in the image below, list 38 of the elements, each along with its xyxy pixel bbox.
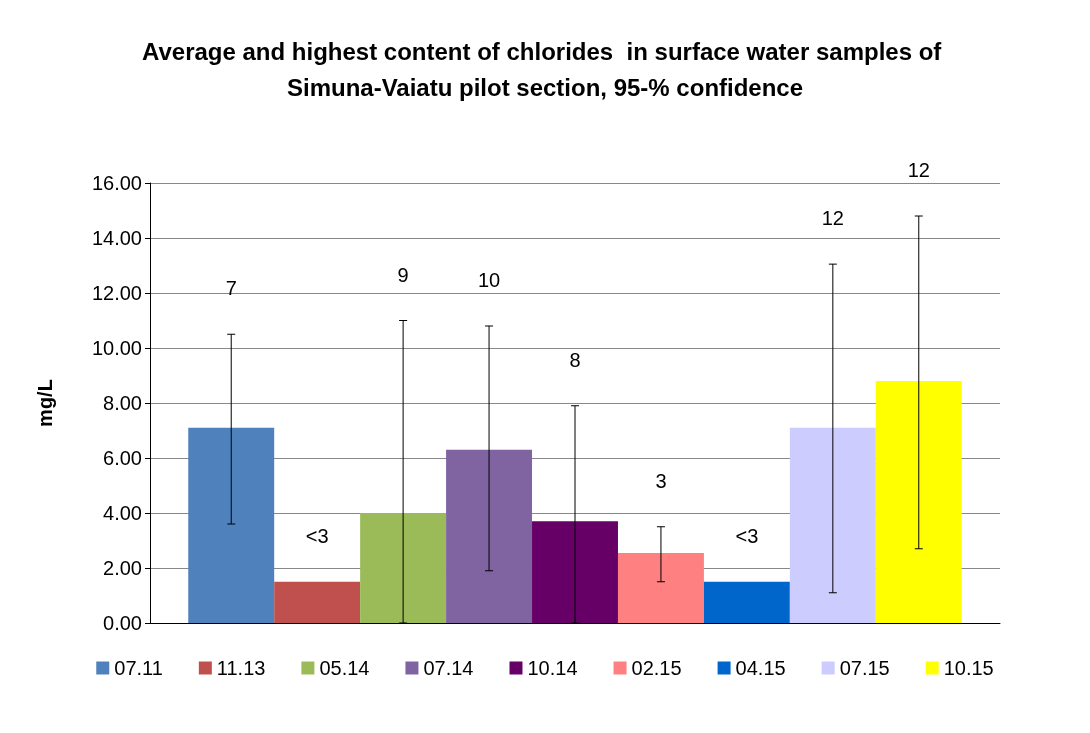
annotation: <3 — [735, 524, 759, 547]
annotation: 3 — [655, 469, 667, 492]
annotation: 7 — [225, 277, 237, 300]
bar — [446, 449, 533, 623]
bar — [274, 581, 361, 623]
legend-label: 05.14 — [319, 657, 370, 679]
y-tick-label: 8.00 — [103, 392, 142, 414]
bar — [875, 381, 962, 623]
annotation: 10 — [477, 269, 501, 291]
bar — [532, 521, 618, 623]
bar — [188, 427, 275, 623]
text: 12 — [907, 159, 930, 181]
bar — [360, 513, 447, 623]
legend-label: 07.11 — [114, 657, 163, 679]
chart-title: Average and highest content of chlorides in surface water samples of Simuna-Vaiatu pilot section, 95-% confidence — [142, 37, 948, 101]
y-tick-label: 4.00 — [103, 502, 142, 524]
y-tick-label: 6.00 — [103, 447, 142, 469]
y-tick-label: 16.00 — [91, 172, 142, 194]
annotation: <3 — [305, 524, 329, 547]
legend-label: 11.13 — [216, 657, 266, 679]
y-tick-label: 14.00 — [91, 227, 142, 249]
legend-label: 04.15 — [735, 657, 786, 679]
y-axis-title: mg/L — [34, 379, 56, 427]
bar — [617, 552, 704, 623]
annotation: 9 — [397, 263, 409, 286]
legend-label: 10.15 — [943, 657, 994, 679]
y-tick-label: 12.00 — [91, 282, 142, 304]
y-tick-label: 0.00 — [103, 612, 142, 634]
legend-label: 02.15 — [631, 657, 682, 679]
bar — [789, 427, 876, 623]
y-tick-label: 10.00 — [91, 337, 142, 359]
annotation: 12 — [821, 207, 844, 230]
legend-label: 07.15 — [839, 657, 890, 679]
annotation: 8 — [569, 348, 581, 371]
legend-label: 07.14 — [423, 657, 474, 679]
bar — [703, 581, 790, 623]
legend-label: 10.14 — [527, 657, 578, 679]
y-tick-label: 2.00 — [103, 557, 142, 579]
